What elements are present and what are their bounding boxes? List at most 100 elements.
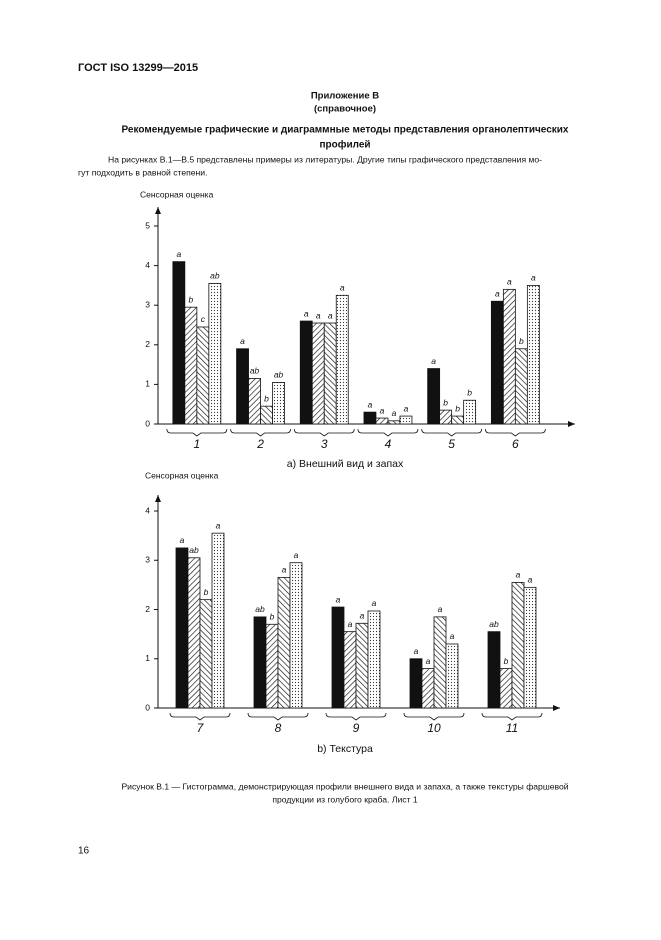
significance-letter: a (336, 594, 341, 604)
x-axis-label: а) Внешний вид и запах (287, 458, 404, 470)
significance-letter: a (450, 631, 455, 641)
y-axis-arrow (155, 495, 161, 502)
significance-letter: b (443, 397, 448, 407)
significance-letter: a (438, 604, 443, 614)
paragraph: гут подходить в равной степени. (78, 167, 208, 177)
significance-letter: a (328, 310, 333, 320)
significance-letter: a (216, 520, 221, 530)
significance-letter: a (340, 283, 345, 293)
x-tick-label: 6 (512, 437, 519, 451)
bar (375, 417, 389, 425)
x-tick-label: 1 (194, 437, 201, 451)
bar (299, 320, 313, 425)
significance-letter: a (531, 273, 536, 283)
bar (490, 300, 504, 425)
y-tick-label: 1 (145, 653, 150, 663)
significance-letter: a (516, 570, 521, 580)
appendix-title: Приложение В (311, 91, 379, 102)
y-tick-label: 4 (145, 260, 150, 270)
y-tick-label: 4 (145, 505, 150, 515)
category-brace (325, 712, 387, 721)
x-axis-arrow (568, 421, 575, 427)
category-brace (357, 428, 419, 437)
appendix-status: (справочное) (314, 104, 376, 115)
bar (289, 562, 303, 709)
bar (502, 288, 516, 425)
bar (409, 658, 423, 709)
bar (272, 382, 285, 425)
x-tick-label: 9 (353, 721, 360, 735)
appendix-heading: Рекомендуемые графические и диаграммные … (122, 124, 569, 136)
bar (253, 616, 267, 709)
significance-letter: a (316, 310, 321, 320)
significance-letter: b (188, 294, 193, 304)
x-tick-label: 2 (256, 437, 264, 451)
bar (196, 326, 210, 425)
x-tick-label: 5 (448, 437, 455, 451)
bar (445, 643, 459, 709)
significance-letter: ab (210, 271, 220, 281)
significance-letter: a (380, 405, 385, 415)
significance-letter: a (176, 249, 181, 259)
significance-letter: b (519, 336, 524, 346)
bar (526, 284, 540, 425)
x-axis-arrow (553, 705, 560, 711)
significance-letter: ab (189, 545, 199, 555)
significance-letter: b (455, 403, 460, 413)
bar (511, 582, 525, 709)
significance-letter: b (264, 393, 269, 403)
significance-letter: b (467, 387, 472, 397)
bar (211, 532, 225, 709)
y-axis-arrow (155, 207, 161, 214)
y-axis-label: Сенсорная оценка (140, 189, 214, 199)
significance-letter: a (304, 308, 309, 318)
bar (399, 415, 413, 425)
significance-letter: a (348, 619, 353, 629)
bar (363, 411, 377, 425)
bar (311, 322, 325, 425)
x-axis-label: b) Текстура (317, 743, 373, 755)
y-tick-label: 5 (145, 220, 150, 230)
bar (487, 631, 501, 709)
x-tick-label: 4 (385, 437, 392, 451)
y-tick-label: 3 (145, 555, 150, 565)
bar (421, 668, 435, 709)
bar (199, 599, 213, 709)
significance-letter: b (504, 656, 509, 666)
significance-letter: a (495, 288, 500, 298)
bar (427, 368, 441, 425)
figure-caption: продукции из голубого краба. Лист 1 (272, 794, 418, 804)
significance-letter: a (294, 550, 299, 560)
x-tick-label: 7 (197, 721, 205, 735)
x-tick-label: 11 (506, 721, 518, 735)
bar (187, 557, 201, 709)
bar (277, 577, 291, 709)
category-brace (247, 712, 309, 721)
bar (260, 405, 273, 425)
bar (355, 622, 369, 709)
y-tick-label: 2 (145, 604, 150, 614)
significance-letter: b (270, 612, 275, 622)
bar (175, 547, 189, 709)
bar (499, 668, 513, 709)
significance-letter: a (414, 646, 419, 656)
bar (523, 586, 537, 709)
bar (451, 415, 465, 425)
category-brace (403, 712, 465, 721)
paragraph: На рисунках В.1—В.5 представлены примеры… (108, 154, 542, 164)
category-brace (481, 712, 543, 721)
significance-letter: a (372, 598, 377, 608)
bar (331, 606, 345, 709)
category-brace (166, 428, 228, 437)
bar (184, 306, 198, 425)
bar (367, 610, 381, 709)
bar (335, 294, 349, 425)
significance-letter: a (180, 535, 185, 545)
page-number: 16 (78, 846, 90, 857)
significance-letter: a (404, 403, 409, 413)
y-tick-label: 2 (145, 339, 150, 349)
significance-letter: a (368, 399, 373, 409)
category-brace (484, 428, 546, 437)
y-tick-label: 0 (145, 702, 150, 712)
figure-caption: Рисунок В.1 — Гистограмма, демонстрирующ… (121, 781, 568, 791)
